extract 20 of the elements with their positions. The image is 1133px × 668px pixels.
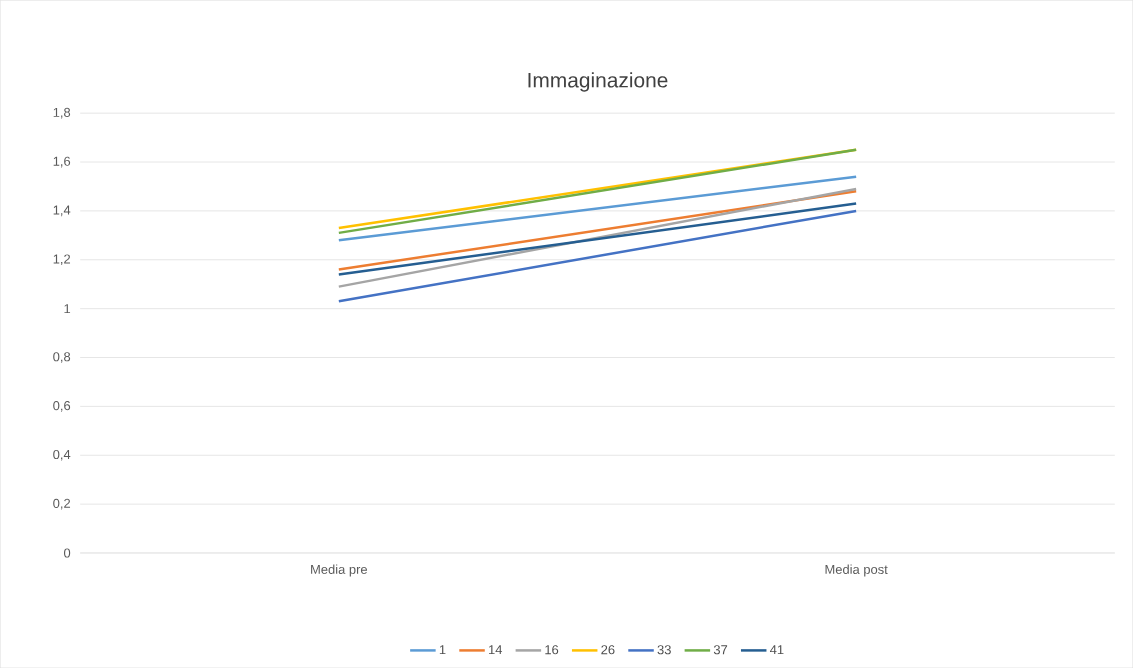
legend-label: 14 <box>489 645 503 655</box>
legend-label: 26 <box>601 645 615 655</box>
y-tick-label: 0 <box>63 548 71 558</box>
y-tick-label: 0,6 <box>53 400 71 412</box>
x-tick-label: Media pre <box>311 564 368 577</box>
y-tick-label: 1,8 <box>53 107 71 119</box>
y-tick-label: 1,6 <box>53 156 71 168</box>
x-tick-label: Media post <box>825 564 888 577</box>
y-tick-label: 1,4 <box>53 205 71 217</box>
chart-title: Immaginazione <box>528 72 668 92</box>
y-tick-label: 1,2 <box>53 254 71 266</box>
legend-label: 16 <box>545 645 559 655</box>
legend-label: 37 <box>713 645 728 655</box>
y-tick-label: 1 <box>64 304 71 314</box>
y-tick-label: 0,4 <box>53 449 71 461</box>
y-tick-label: 0,8 <box>53 352 71 363</box>
legend-label: 33 <box>657 645 671 655</box>
y-tick-label: 0,2 <box>53 498 71 510</box>
legend-label: 41 <box>769 645 784 655</box>
legend-label: 1 <box>439 645 446 655</box>
